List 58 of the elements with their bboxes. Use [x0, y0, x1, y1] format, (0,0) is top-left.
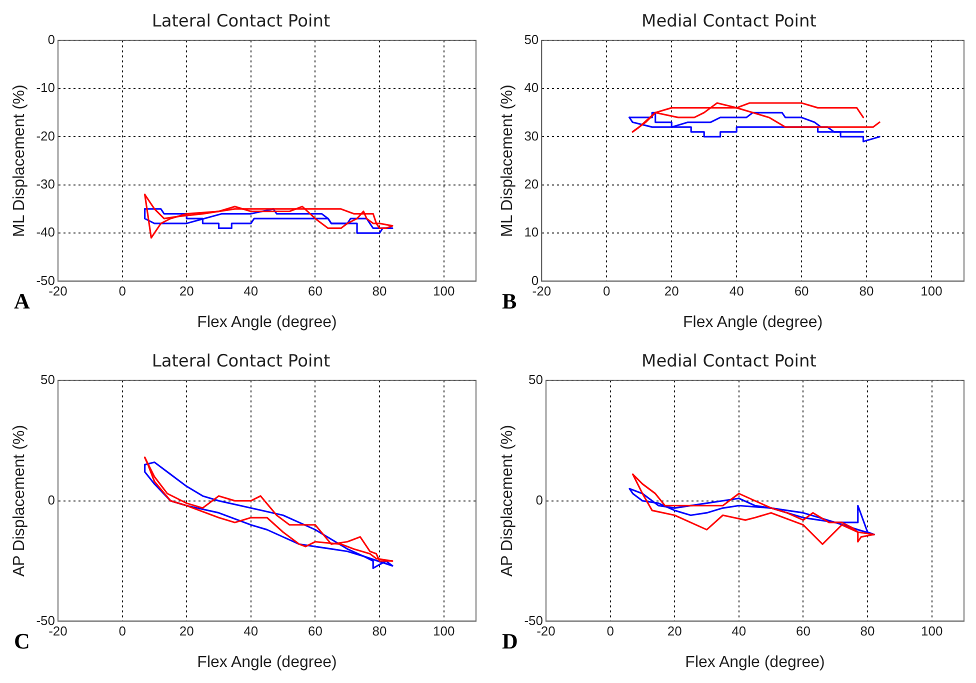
x-tick-label: 80 [372, 624, 387, 639]
y-axis-title: AP Displacement (%) [499, 424, 516, 577]
x-tick-label: 0 [118, 624, 126, 639]
y-tick-label: -20 [36, 128, 55, 144]
x-tick-label: 20 [179, 624, 194, 639]
x-tick-label: 60 [796, 624, 810, 639]
x-axis-title: Flex Angle (degree) [685, 654, 825, 671]
x-axis-title: Flex Angle (degree) [683, 314, 823, 331]
y-tick-label: -40 [36, 224, 55, 240]
x-tick-label: 100 [432, 284, 455, 299]
x-tick-label: 0 [603, 284, 610, 299]
y-tick-label: 0 [536, 492, 543, 508]
x-tick-label: 60 [308, 624, 322, 639]
y-axis-title: ML Displacement (%) [11, 84, 28, 237]
x-tick-label: 40 [244, 284, 258, 299]
text: C [14, 628, 30, 654]
y-tick-label: 20 [524, 176, 539, 192]
chart-title: Lateral Contact Point [152, 12, 330, 32]
chart-title: Medial Contact Point [642, 352, 817, 372]
y-tick-label: 0 [48, 32, 55, 47]
x-tick-label: 0 [118, 284, 126, 299]
x-tick-label: 40 [244, 624, 258, 639]
x-tick-label: 100 [920, 284, 942, 299]
y-tick-label: 40 [524, 80, 539, 96]
y-tick-label: -50 [36, 272, 55, 288]
text: A [14, 288, 30, 314]
x-tick-label: 20 [664, 284, 679, 299]
y-tick-label: -30 [36, 176, 55, 192]
chart-title: Medial Contact Point [642, 12, 817, 32]
y-axis-title: ML Displacement (%) [499, 84, 516, 237]
y-tick-label: 30 [524, 128, 539, 144]
y-tick-label: -10 [36, 80, 55, 96]
x-tick-label: 0 [606, 624, 614, 639]
x-tick-label: 60 [794, 284, 809, 299]
x-tick-label: 80 [859, 284, 874, 299]
x-axis-title: Flex Angle (degree) [197, 654, 337, 671]
chart-title: Lateral Contact Point [152, 352, 330, 372]
text: D [502, 628, 518, 654]
y-tick-label: 10 [524, 224, 539, 240]
y-tick-label: 0 [531, 272, 539, 288]
x-tick-label: 40 [732, 624, 746, 639]
x-tick-label: 80 [372, 284, 387, 299]
x-tick-label: 20 [667, 624, 682, 639]
x-axis-title: Flex Angle (degree) [197, 314, 337, 331]
y-tick-label: 0 [48, 492, 55, 508]
x-tick-label: 100 [920, 624, 943, 639]
x-tick-label: 20 [179, 284, 194, 299]
x-tick-label: 60 [308, 284, 322, 299]
y-tick-label: 50 [528, 372, 543, 387]
y-tick-label: -50 [36, 612, 55, 628]
y-tick-label: -50 [524, 612, 543, 628]
text: B [502, 288, 517, 314]
x-tick-label: 40 [729, 284, 744, 299]
y-tick-label: 50 [524, 32, 539, 47]
x-tick-label: 80 [860, 624, 875, 639]
y-tick-label: 50 [40, 372, 55, 387]
x-tick-label: 100 [432, 624, 455, 639]
y-axis-title: AP Displacement (%) [11, 424, 28, 577]
